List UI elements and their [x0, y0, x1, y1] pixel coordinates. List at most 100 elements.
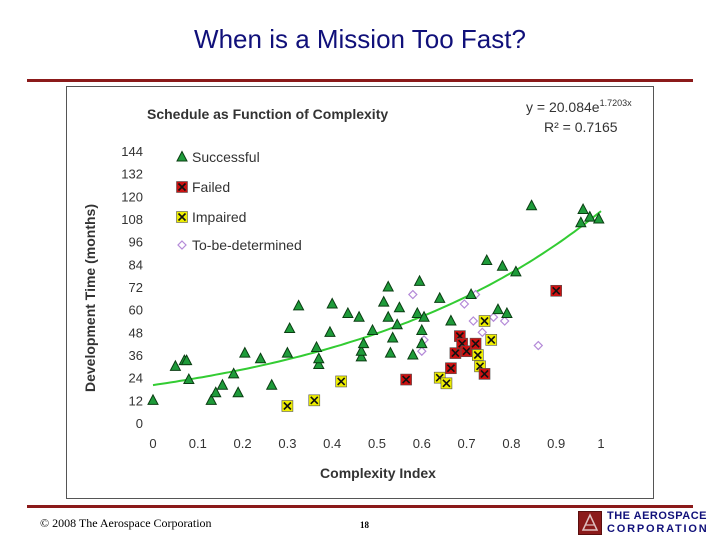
x-tick-label: 0.6 [413, 436, 431, 451]
point-successful [326, 297, 339, 309]
point-successful [283, 321, 296, 334]
point-successful [382, 310, 395, 322]
legend-label: To-be-determined [192, 237, 302, 253]
x-tick-label: 0.5 [368, 436, 386, 451]
legend-marker [176, 150, 188, 162]
aerospace-logo: THE AEROSPACE CORPORATION [578, 509, 712, 537]
point-successful [239, 346, 251, 358]
point-successful [366, 323, 379, 335]
point-to-be-determined [477, 327, 488, 338]
point-successful [216, 378, 229, 390]
point-to-be-determined [407, 289, 418, 300]
point-impaired [335, 375, 347, 388]
r-squared: R² = 0.7165 [544, 119, 618, 135]
point-successful [147, 393, 159, 405]
point-successful [377, 295, 390, 307]
point-successful [575, 216, 587, 228]
copyright-notice: © 2008 The Aerospace Corporation [40, 516, 212, 530]
point-successful [433, 291, 446, 303]
title-divider [27, 79, 693, 82]
point-successful [445, 314, 457, 326]
point-successful [324, 325, 336, 337]
point-failed [400, 373, 412, 386]
point-successful [386, 331, 399, 343]
point-successful [342, 306, 354, 318]
data-points [147, 199, 605, 412]
point-successful [407, 348, 419, 360]
point-successful [384, 346, 397, 358]
point-successful [353, 310, 365, 322]
point-successful [465, 287, 477, 300]
point-successful [583, 210, 596, 222]
y-tick-label: 108 [121, 212, 143, 227]
y-tick-label: 120 [121, 189, 143, 204]
point-successful [281, 346, 294, 358]
axis-ticks: 0 12 24 36 48 60 72 84 96 108 120 132 144 0 0.1 0.2 0.3 0… [121, 144, 604, 451]
logo-text-line1: THE AEROSPACE [607, 510, 708, 522]
legend-marker [176, 211, 188, 223]
legend-marker [176, 181, 188, 193]
point-successful [510, 265, 522, 277]
footer-divider [27, 505, 693, 508]
y-tick-label: 72 [129, 280, 143, 295]
point-successful [265, 378, 278, 390]
equation-exponent: 1.7203x [600, 98, 633, 108]
point-successful [577, 202, 589, 215]
point-successful [501, 306, 513, 318]
legend-marker [177, 240, 187, 250]
legend: Successful Failed Impaired To-be-determined [176, 149, 302, 253]
point-successful [480, 253, 493, 266]
y-tick-label: 84 [129, 257, 143, 272]
legend-label: Failed [192, 179, 230, 195]
point-successful [592, 212, 605, 224]
point-failed [445, 362, 457, 375]
y-tick-label: 60 [129, 303, 143, 318]
point-successful [413, 274, 426, 286]
y-tick-label: 24 [129, 371, 143, 386]
y-tick-label: 0 [136, 416, 143, 431]
x-tick-label: 1 [597, 436, 604, 451]
point-impaired [440, 377, 453, 390]
x-tick-label: 0.7 [458, 436, 476, 451]
point-impaired [485, 334, 498, 346]
y-tick-label: 36 [129, 348, 143, 363]
point-successful [496, 259, 509, 271]
point-impaired [308, 394, 321, 407]
point-failed [469, 337, 482, 350]
equation-base: y = 20.084e [526, 99, 600, 115]
point-successful [205, 393, 218, 405]
point-to-be-determined [459, 299, 470, 309]
point-successful [254, 352, 267, 364]
point-to-be-determined [416, 346, 427, 357]
point-successful [418, 310, 430, 322]
y-tick-label: 48 [129, 325, 143, 340]
chart-title: Schedule as Function of Complexity [147, 106, 388, 122]
logo-mark-icon [578, 511, 602, 535]
point-successful [180, 354, 193, 366]
point-impaired [478, 315, 491, 327]
slide-title: When is a Mission Too Fast? [194, 24, 526, 54]
x-tick-label: 0.8 [502, 436, 520, 451]
point-successful [411, 306, 424, 318]
point-failed [478, 368, 491, 380]
x-tick-label: 0.4 [323, 436, 341, 451]
chart-frame: Schedule as Function of Complexity y = 2… [66, 86, 654, 499]
point-impaired [471, 349, 484, 361]
point-successful [357, 337, 370, 349]
y-tick-label: 96 [129, 235, 143, 250]
y-tick-label: 12 [129, 393, 143, 408]
point-to-be-determined [533, 340, 544, 351]
x-tick-label: 0 [149, 436, 156, 451]
point-successful [310, 340, 323, 352]
point-successful [355, 344, 368, 356]
point-successful [169, 359, 182, 371]
point-successful [292, 299, 305, 311]
x-tick-label: 0.2 [234, 436, 252, 451]
point-successful [415, 337, 428, 349]
point-to-be-determined [468, 316, 479, 326]
point-impaired [281, 400, 294, 412]
point-successful [393, 301, 406, 313]
y-tick-label: 132 [121, 167, 143, 182]
page-number: 18 [360, 520, 369, 530]
point-to-be-determined [488, 312, 499, 323]
